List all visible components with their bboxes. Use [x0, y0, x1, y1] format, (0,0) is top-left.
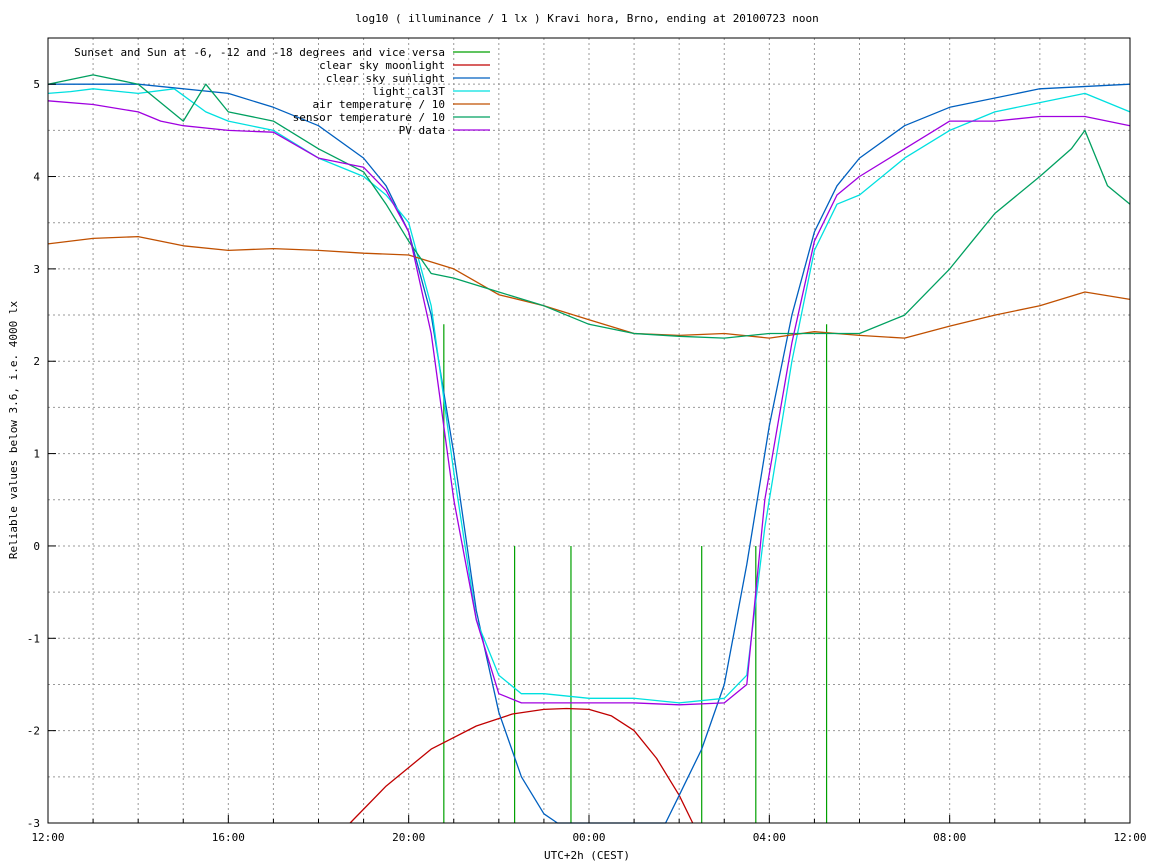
x-tick-label: 00:00 — [572, 831, 605, 844]
chart-title: log10 ( illuminance / 1 lx ) Kravi hora,… — [355, 12, 819, 25]
y-tick-label: 1 — [33, 448, 40, 461]
y-tick-label: -1 — [27, 632, 40, 645]
x-tick-label: 08:00 — [933, 831, 966, 844]
legend-label: sensor temperature / 10 — [293, 111, 445, 124]
series-line-4 — [47, 235, 1131, 339]
y-tick-label: 5 — [33, 78, 40, 91]
x-tick-label: 16:00 — [212, 831, 245, 844]
y-tick-label: -3 — [27, 817, 40, 830]
legend-label: Sunset and Sun at -6, -12 and -18 degree… — [74, 46, 445, 59]
x-axis-label: UTC+2h (CEST) — [544, 849, 630, 862]
x-tick-label: 12:00 — [31, 831, 64, 844]
y-axis-label: Reliable values below 3.6, i.e. 4000 lx — [7, 300, 20, 559]
legend-label: air temperature / 10 — [313, 98, 445, 111]
x-tick-label: 12:00 — [1113, 831, 1146, 844]
legend: Sunset and Sun at -6, -12 and -18 degree… — [74, 46, 490, 137]
series-line-5 — [47, 74, 1131, 339]
y-tick-label: 0 — [33, 540, 40, 553]
legend-label: clear sky sunlight — [326, 72, 445, 85]
y-tick-label: 3 — [33, 263, 40, 276]
x-tick-label: 20:00 — [392, 831, 425, 844]
y-tick-label: -2 — [27, 725, 40, 738]
y-tick-label: 2 — [33, 355, 40, 368]
axis-ticks: 12:00 16:00 20:00 00:00 04:00 08:00 12:00 5 4 3 2 1… — [27, 78, 1147, 844]
legend-label: PV data — [399, 124, 445, 137]
y-tick-label: 4 — [33, 171, 40, 184]
series-line-1 — [349, 707, 694, 824]
x-tick-label: 04:00 — [753, 831, 786, 844]
series-line-6 — [47, 100, 1131, 706]
series-line-3 — [47, 88, 1131, 704]
legend-label: light_cal3T — [372, 85, 445, 98]
legend-label: clear sky moonlight — [319, 59, 445, 72]
